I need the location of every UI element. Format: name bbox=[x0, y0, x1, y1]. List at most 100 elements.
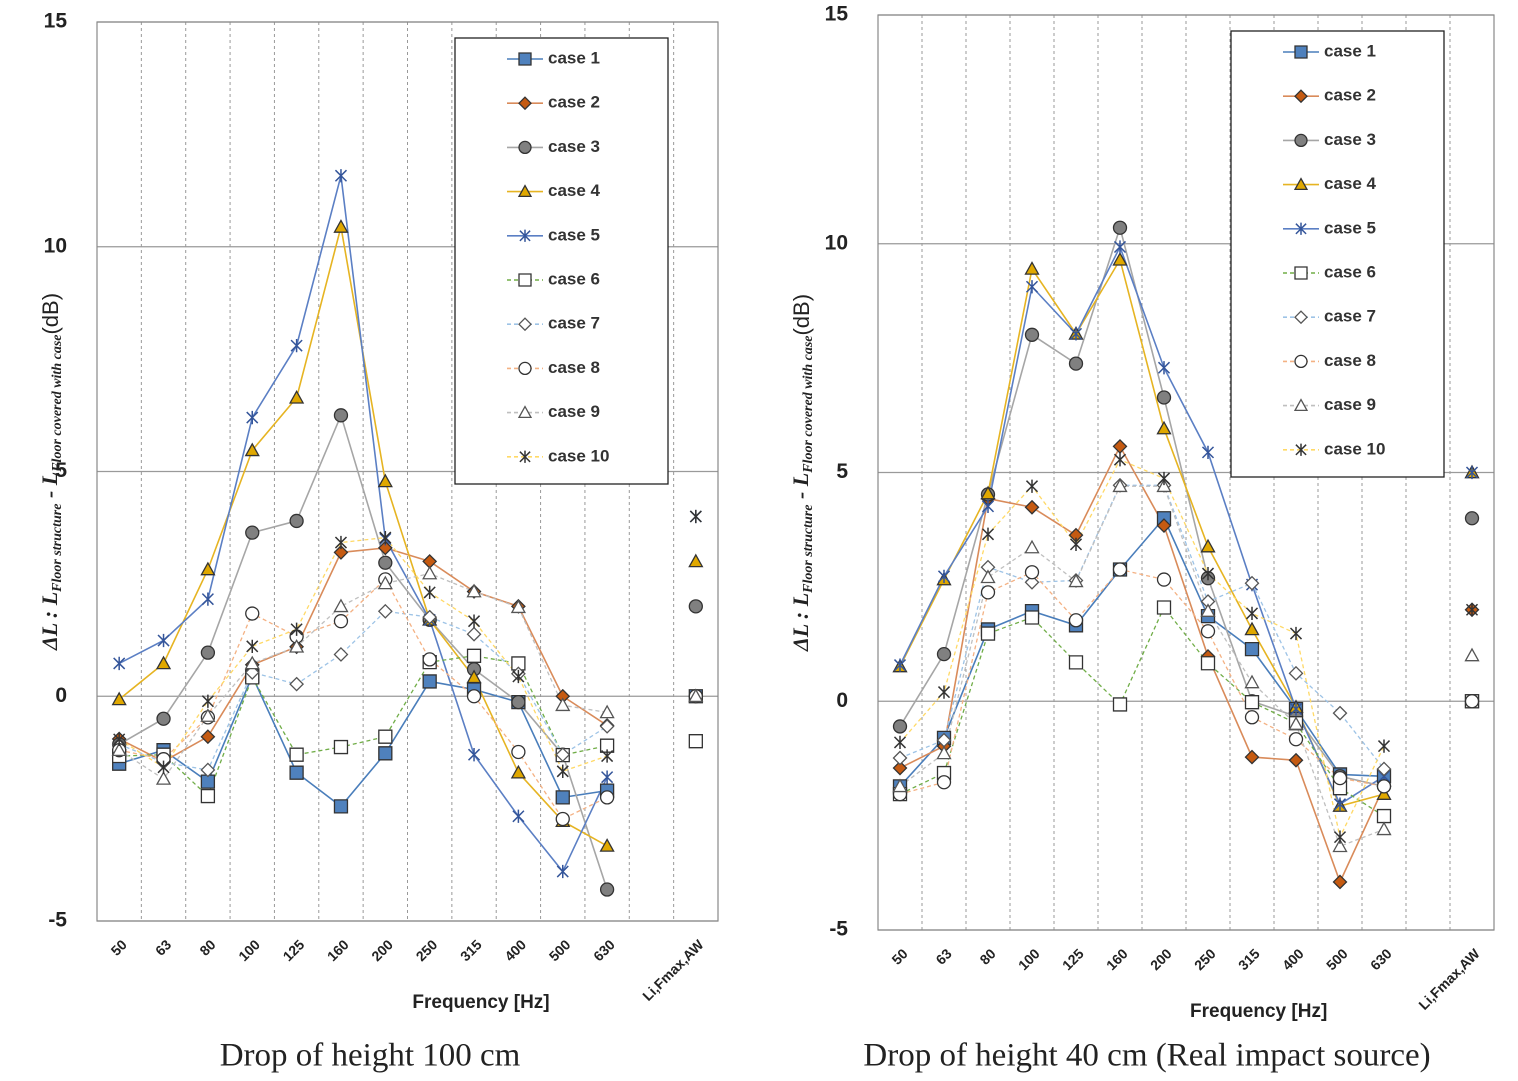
marker bbox=[980, 569, 996, 584]
y-tick-label: 15 bbox=[825, 3, 849, 26]
y-tick-label: 0 bbox=[55, 684, 67, 707]
marker bbox=[893, 735, 907, 750]
legend-label: case 5 bbox=[548, 225, 600, 244]
y-axis-label: ΔL : LFloor structure - LFloor covered w… bbox=[788, 294, 816, 652]
marker bbox=[289, 513, 304, 529]
x-tick-label: 63 bbox=[932, 945, 954, 967]
marker bbox=[555, 811, 570, 827]
marker bbox=[333, 614, 349, 629]
y-label-part: Floor covered with case bbox=[801, 336, 816, 474]
marker bbox=[289, 747, 304, 762]
legend-label: case 6 bbox=[1324, 262, 1376, 281]
x-tick-label: 500 bbox=[546, 936, 574, 964]
marker bbox=[1377, 739, 1391, 753]
x-tick-label: Li,Fmax,AW bbox=[639, 936, 707, 1004]
marker bbox=[377, 473, 393, 488]
marker bbox=[289, 638, 305, 653]
marker bbox=[1157, 471, 1171, 486]
marker bbox=[1464, 647, 1480, 662]
y-tick-label: -5 bbox=[829, 918, 848, 941]
marker bbox=[1024, 610, 1040, 625]
marker bbox=[1288, 716, 1304, 730]
marker bbox=[518, 361, 532, 376]
marker bbox=[379, 530, 392, 545]
marker bbox=[290, 339, 303, 353]
marker bbox=[1333, 797, 1347, 811]
marker bbox=[200, 762, 216, 778]
marker bbox=[599, 882, 615, 897]
marker bbox=[688, 599, 703, 614]
marker bbox=[155, 771, 172, 785]
marker bbox=[1156, 420, 1172, 435]
legend-label: case 4 bbox=[548, 181, 601, 200]
legend-label: case 1 bbox=[548, 48, 600, 67]
plot-border bbox=[96, 21, 719, 922]
marker bbox=[466, 648, 482, 663]
marker bbox=[1288, 732, 1304, 747]
marker bbox=[1024, 327, 1040, 342]
marker bbox=[377, 540, 393, 556]
marker bbox=[511, 744, 526, 760]
marker bbox=[1294, 89, 1308, 104]
marker bbox=[1025, 280, 1039, 294]
marker bbox=[980, 585, 996, 600]
legend-label: case 8 bbox=[1324, 351, 1376, 370]
marker bbox=[244, 442, 260, 457]
marker bbox=[333, 647, 349, 662]
x-tick-label: 630 bbox=[590, 936, 618, 964]
marker bbox=[422, 565, 438, 580]
marker bbox=[980, 626, 996, 641]
marker bbox=[1376, 821, 1392, 836]
marker bbox=[1244, 695, 1260, 710]
marker bbox=[688, 688, 704, 703]
marker bbox=[1465, 465, 1479, 480]
x-tick-label: 160 bbox=[324, 936, 352, 964]
marker bbox=[290, 622, 303, 636]
marker bbox=[519, 450, 531, 463]
y-label-part: Floor structure bbox=[50, 504, 65, 593]
y-tick-label: -5 bbox=[48, 909, 67, 932]
marker bbox=[113, 656, 126, 671]
marker bbox=[1112, 562, 1128, 577]
marker bbox=[1289, 626, 1303, 641]
legend-label: case 10 bbox=[1324, 439, 1385, 458]
marker bbox=[892, 750, 908, 766]
marker bbox=[333, 739, 349, 755]
y-tick-label: 5 bbox=[836, 460, 848, 483]
marker bbox=[1465, 603, 1479, 617]
x-tick-label: 80 bbox=[976, 945, 998, 967]
x-tick-label: 500 bbox=[1323, 945, 1351, 973]
legend-label: case 3 bbox=[1324, 130, 1376, 149]
marker bbox=[1288, 752, 1304, 768]
marker bbox=[423, 585, 436, 600]
marker bbox=[1068, 613, 1084, 628]
x-tick-label: 50 bbox=[888, 945, 910, 967]
marker bbox=[1157, 361, 1171, 375]
marker bbox=[936, 646, 952, 662]
marker bbox=[599, 738, 615, 753]
marker bbox=[1332, 705, 1348, 721]
marker bbox=[1112, 478, 1128, 493]
marker bbox=[466, 583, 482, 598]
y-label-part: - L bbox=[37, 472, 62, 504]
y-tick-label: 15 bbox=[44, 10, 68, 33]
marker bbox=[1376, 808, 1392, 824]
marker bbox=[1069, 327, 1083, 341]
marker bbox=[377, 575, 393, 590]
marker bbox=[1113, 453, 1127, 467]
marker bbox=[517, 184, 533, 198]
marker bbox=[601, 749, 614, 763]
marker bbox=[512, 669, 525, 684]
legend-label: case 1 bbox=[1324, 41, 1376, 60]
marker bbox=[1201, 566, 1215, 581]
marker bbox=[689, 509, 702, 524]
marker bbox=[512, 809, 525, 823]
marker bbox=[333, 544, 349, 560]
legend-label: case 7 bbox=[548, 314, 600, 333]
legend-label: case 6 bbox=[548, 269, 600, 288]
marker bbox=[289, 765, 304, 780]
marker bbox=[1293, 398, 1309, 412]
marker bbox=[245, 525, 260, 540]
marker bbox=[1288, 665, 1304, 681]
legend-label: case 8 bbox=[548, 358, 600, 377]
